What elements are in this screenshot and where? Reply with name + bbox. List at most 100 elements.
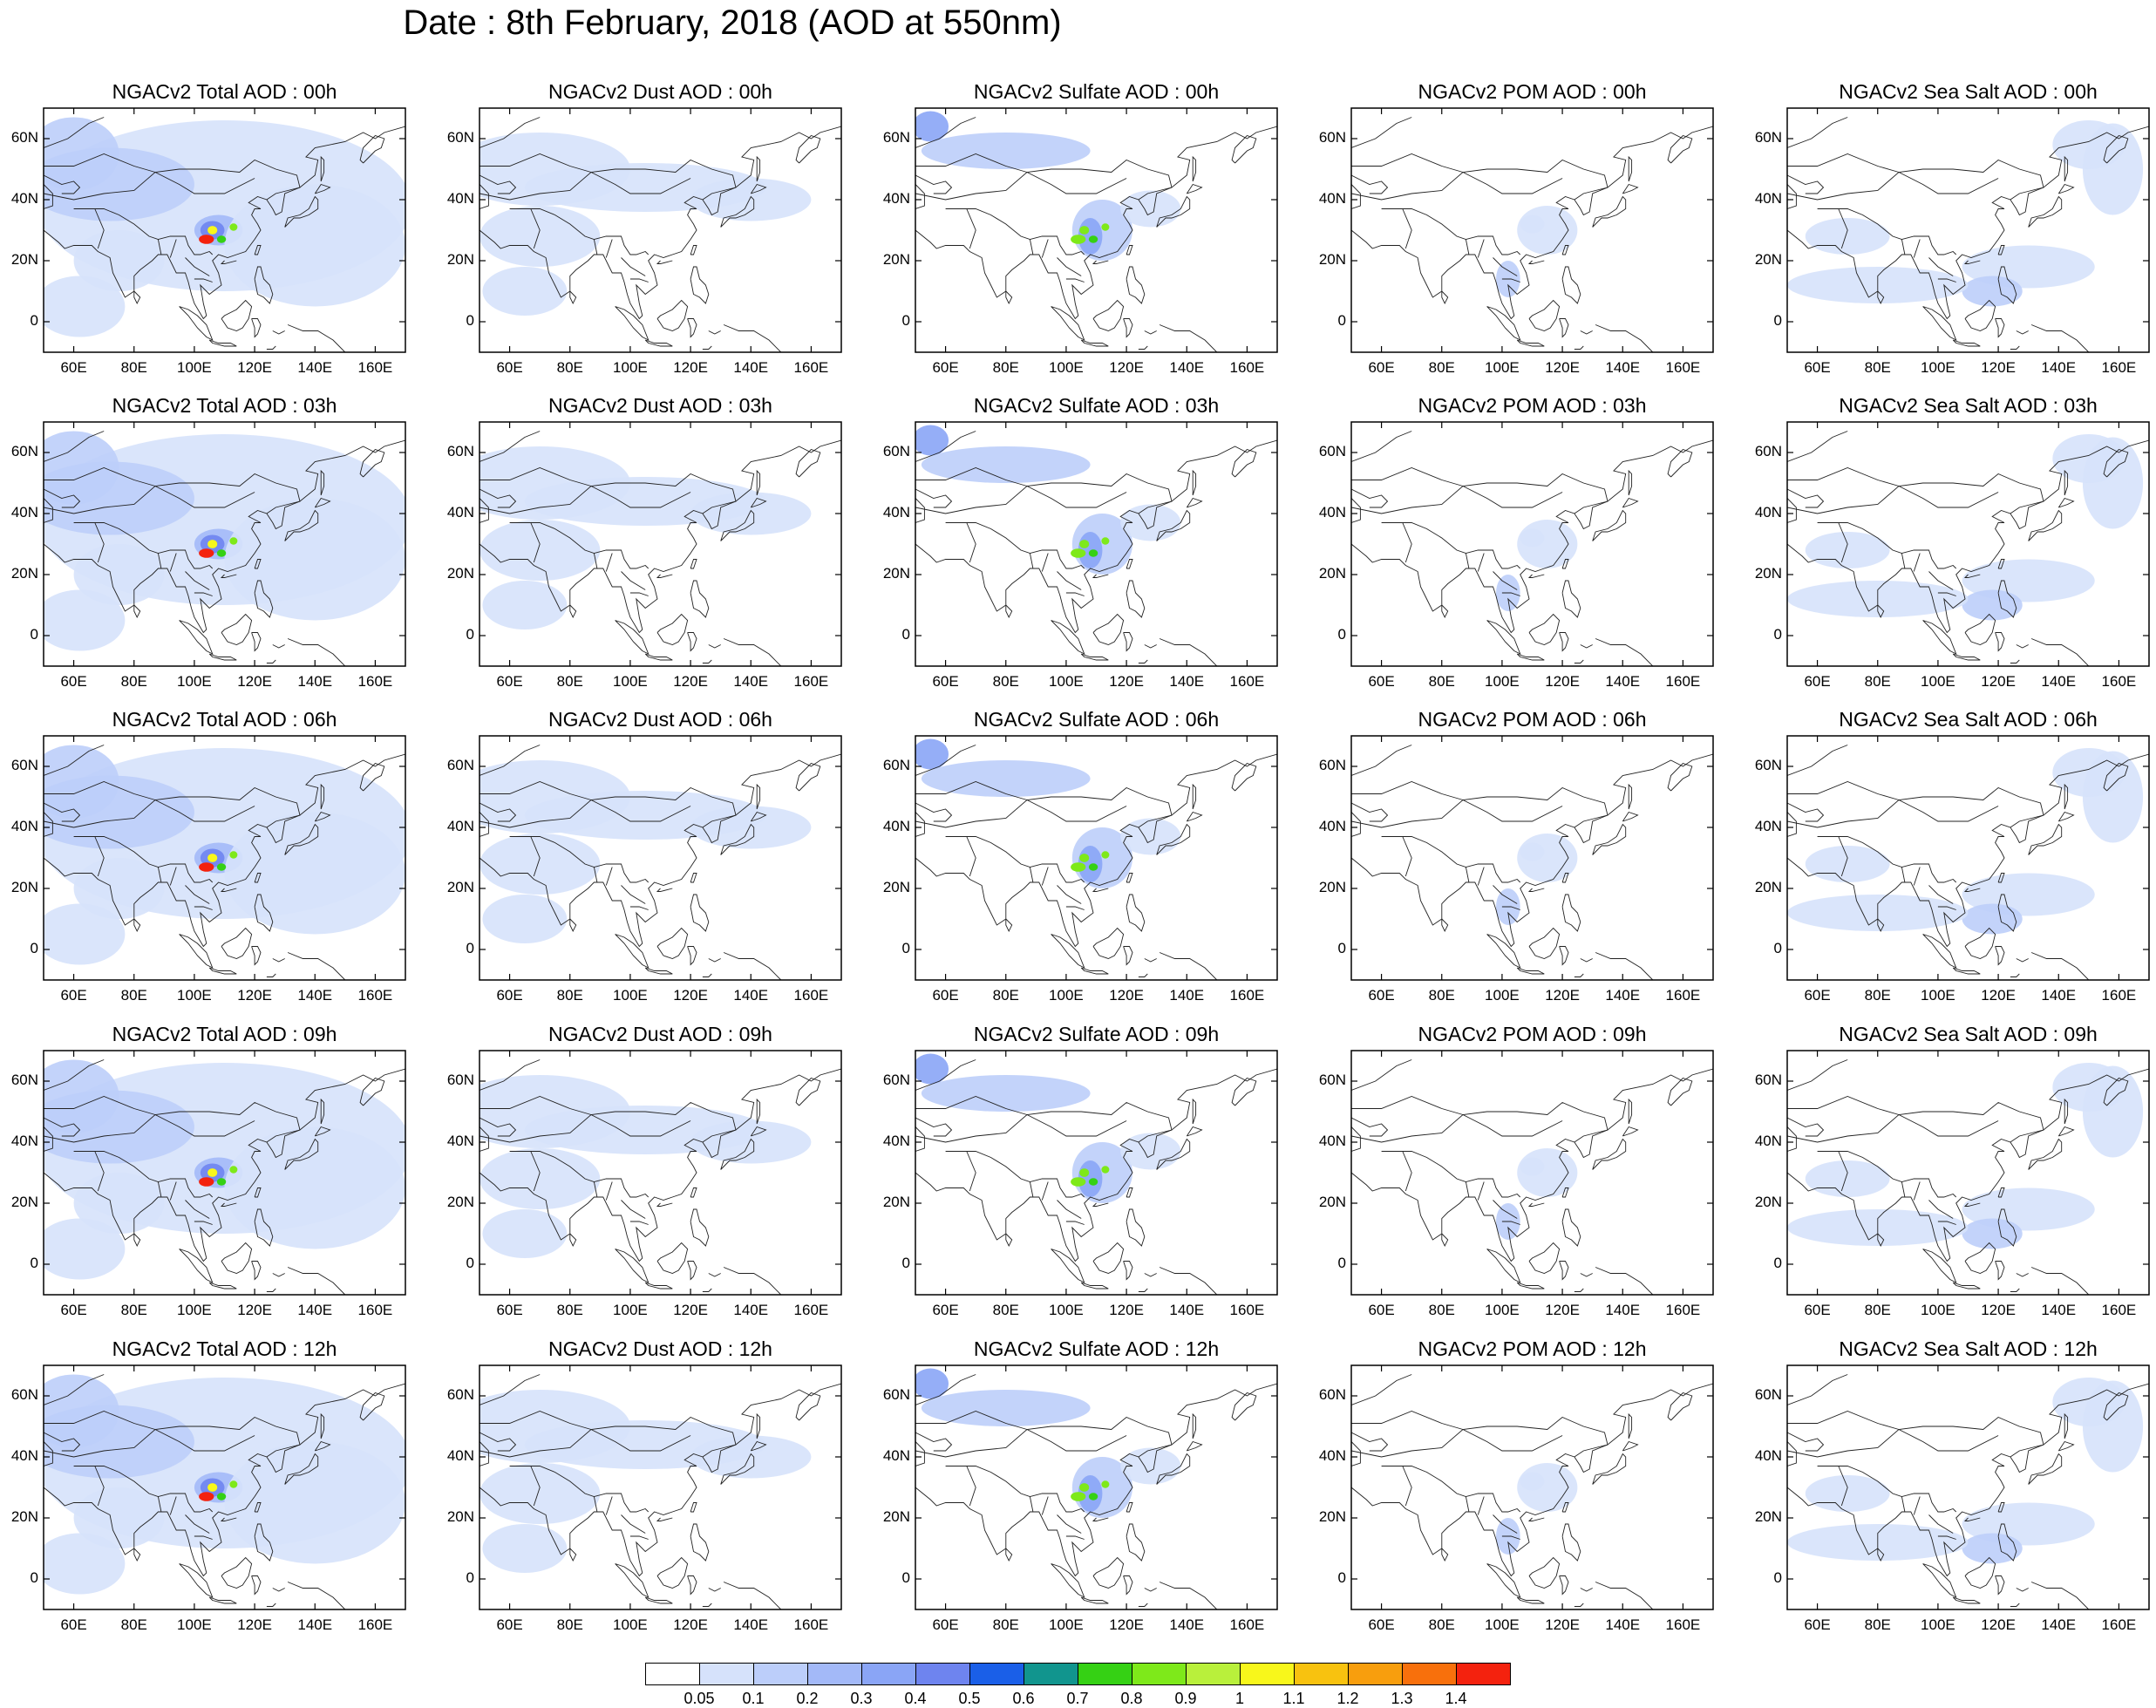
lon-tick-label: 160E: [1216, 673, 1277, 691]
lat-tick-label: 20N: [439, 565, 474, 582]
coastline: [1351, 1097, 1463, 1115]
lon-tick-label: 120E: [1096, 1302, 1157, 1319]
lon-tick-label: 140E: [1592, 359, 1653, 377]
panel-title: NGACv2 POM AOD : 09h: [1306, 1023, 1759, 1046]
panel-title: NGACv2 Dust AOD : 00h: [434, 80, 888, 104]
lon-tick-label: 80E: [540, 1302, 601, 1319]
aod-shade-region: [25, 1091, 194, 1164]
aod-shading: [1351, 1060, 1713, 1296]
coastline: [2010, 660, 2019, 663]
coastline: [180, 935, 213, 969]
lon-tick-label: 100E: [1908, 673, 1969, 691]
aod-hotspot: [1079, 854, 1089, 862]
coastline: [1466, 554, 1469, 569]
lon-tick-label: 60E: [915, 1302, 976, 1319]
colorbar-tick-label: 0.9: [1160, 1690, 1212, 1708]
coastline: [1027, 1115, 1126, 1137]
lon-tick-label: 120E: [1968, 673, 2029, 691]
aod-hotspot: [1071, 548, 1085, 558]
coastline: [1442, 919, 1448, 931]
lon-tick-label: 160E: [2088, 987, 2149, 1004]
coastline: [724, 1268, 781, 1296]
coastline: [1787, 489, 1824, 507]
lon-tick-label: 80E: [540, 673, 601, 691]
aod-shading: [25, 118, 411, 353]
coastline: [709, 331, 721, 335]
lon-tick-label: 60E: [915, 987, 976, 1004]
lon-tick-label: 100E: [1472, 987, 1533, 1004]
coastline: [616, 1249, 649, 1283]
colorbar-tick-label: 0.3: [835, 1690, 888, 1708]
coastline: [915, 175, 952, 194]
aod-shade-region: [25, 1405, 194, 1479]
coastline: [915, 185, 924, 209]
coastline: [1066, 279, 1085, 282]
coastline: [1351, 118, 1411, 148]
coastline: [796, 136, 820, 164]
coastline: [915, 1127, 924, 1152]
coastline: [915, 1432, 952, 1451]
coastline: [570, 291, 576, 303]
lon-tick-label: 60E: [44, 673, 105, 691]
coastline: [1160, 953, 1217, 981]
aod-map: [44, 1051, 405, 1295]
coastline: [1139, 1289, 1147, 1292]
coastline: [1051, 1249, 1085, 1283]
coastline: [1923, 307, 1956, 341]
coastline: [1463, 1115, 1562, 1137]
panel-title: NGACv2 Total AOD : 06h: [0, 708, 452, 732]
lon-tick-label: 100E: [600, 987, 661, 1004]
lon-tick-label: 160E: [1652, 359, 1713, 377]
coastline: [1787, 1412, 1899, 1430]
aod-hotspot: [217, 235, 226, 242]
aod-shading: [25, 1060, 411, 1296]
coastline: [606, 554, 612, 572]
aod-shade-region: [1520, 1473, 1545, 1491]
aod-shade-region: [922, 446, 1091, 483]
lon-tick-label: 100E: [164, 987, 225, 1004]
coastline: [757, 1099, 759, 1124]
lon-tick-label: 60E: [1351, 673, 1412, 691]
lat-tick-label: 40N: [875, 1133, 910, 1150]
colorbar-swatch: [969, 1663, 1024, 1685]
lon-tick-label: 80E: [976, 1616, 1037, 1634]
coastline: [757, 1414, 759, 1439]
aod-shade-region: [482, 1209, 567, 1258]
coastline: [1787, 474, 2044, 514]
panel-title: NGACv2 Sea Salt AOD : 12h: [1742, 1337, 2156, 1361]
coastline: [1787, 788, 2044, 828]
coastline: [967, 837, 976, 877]
aod-hotspot: [207, 540, 217, 548]
coastline: [1478, 1497, 1484, 1515]
lon-tick-label: 120E: [660, 359, 721, 377]
coastline: [1787, 185, 1796, 209]
coastline: [1145, 1274, 1157, 1277]
coastline: [1629, 1099, 1631, 1124]
lat-tick-label: 0: [3, 1255, 38, 1272]
aod-shade-region: [2052, 1378, 2125, 1426]
aod-shade-region: [225, 499, 406, 621]
coastline: [1901, 868, 1905, 883]
coastline: [967, 209, 976, 249]
coastline: [1901, 240, 1905, 255]
lon-tick-label: 100E: [1472, 1302, 1533, 1319]
lat-tick-label: 60N: [1311, 757, 1346, 774]
lat-tick-label: 40N: [1747, 1133, 1782, 1150]
lon-tick-label: 160E: [1216, 987, 1277, 1004]
lat-tick-label: 0: [1747, 312, 1782, 330]
aod-shade-region: [922, 133, 1091, 169]
coastline: [1030, 240, 1033, 255]
aod-hotspot: [217, 549, 226, 556]
coastline: [1581, 645, 1593, 649]
coastline: [1574, 974, 1583, 977]
coastline: [630, 1221, 649, 1225]
coastline: [724, 1582, 781, 1610]
aod-hotspot: [1089, 549, 1098, 556]
aod-hotspot: [199, 235, 214, 244]
aod-hotspot: [1071, 1177, 1085, 1187]
coastline: [1187, 813, 1201, 822]
coastline: [2010, 1289, 2019, 1292]
panel-title: NGACv2 POM AOD : 06h: [1306, 708, 1759, 732]
panel-title: NGACv2 POM AOD : 03h: [1306, 394, 1759, 418]
coastline: [1139, 1603, 1147, 1607]
